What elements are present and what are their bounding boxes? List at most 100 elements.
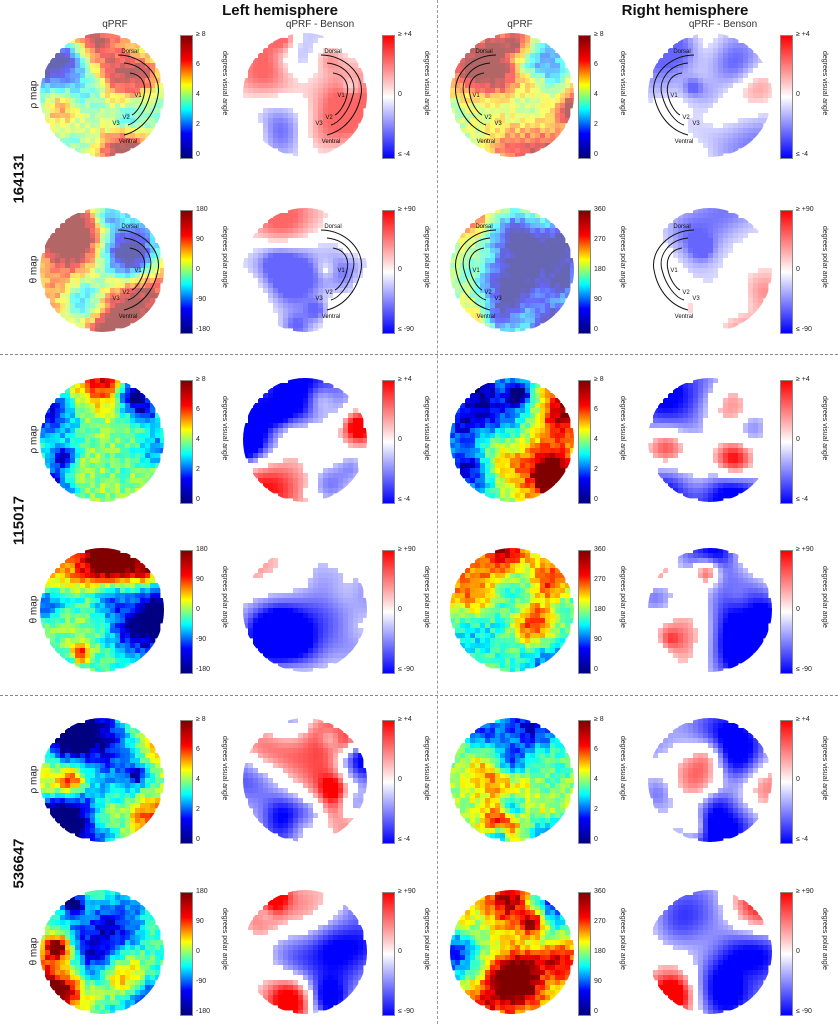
qprf-map-cells [40, 890, 164, 1014]
qprf-map-cells [40, 33, 164, 157]
colorbar-gradient [578, 380, 591, 504]
colorbar-tick: 0 [398, 948, 402, 955]
colorbar-tick: ≤ -90 [796, 326, 812, 333]
colorbar-label: degrees visual angle [221, 736, 228, 801]
colorbar-tick: 0 [398, 436, 402, 443]
colorbar-tick: 6 [196, 406, 200, 413]
roi-label-dorsal: Dorsal [673, 49, 690, 55]
colorbar-tick: ≥ 8 [594, 376, 604, 383]
roi-label-v3: V3 [692, 121, 700, 127]
colorbar-gradient [578, 210, 591, 334]
colorbar-label: degrees polar angle [619, 226, 626, 288]
colorbar-gradient [780, 892, 793, 1016]
colorbar-label: degrees visual angle [821, 736, 828, 801]
qprf-map-cells [40, 718, 164, 842]
colorbar-label: degrees polar angle [221, 566, 228, 628]
roi-label-v1: V1 [337, 268, 345, 274]
colorbar-gradient [382, 720, 395, 844]
colorbar-tick: 180 [594, 266, 606, 273]
qprf-map-cells [40, 208, 164, 332]
colorbar-tick: ≥ +4 [796, 376, 810, 383]
hemisphere-divider [437, 0, 438, 1024]
difference-map-cells [648, 548, 772, 672]
colorbar-tick: 0 [594, 326, 598, 333]
roi-label-ventral: Ventral [322, 139, 341, 145]
colorbar-label: degrees polar angle [619, 908, 626, 970]
roi-label-v1: V1 [472, 93, 480, 99]
colorbar-tick: 2 [594, 466, 598, 473]
colorbar-tick: 270 [594, 918, 606, 925]
difference-map-cells [243, 718, 367, 842]
roi-label-dorsal: Dorsal [324, 224, 341, 230]
colorbar-tick: ≤ -4 [398, 151, 411, 158]
colorbar-gradient [382, 892, 395, 1016]
colorbar-tick: ≥ +90 [796, 888, 814, 895]
roi-label-v2: V2 [325, 115, 333, 121]
colorbar-tick: 4 [594, 91, 598, 98]
left-hemisphere-title: Left hemisphere [222, 2, 338, 19]
colorbar-tick: ≥ +90 [796, 546, 814, 553]
colorbar-tick: 0 [594, 836, 598, 843]
roi-label-v1: V1 [337, 93, 345, 99]
colorbar-tick: ≤ -4 [796, 836, 809, 843]
colorbar-tick: -180 [196, 1008, 211, 1015]
colorbar-tick: 6 [196, 61, 200, 68]
difference-map-cells [648, 890, 772, 1014]
qprf-map-cells [450, 208, 574, 332]
colorbar-tick: ≤ -4 [398, 836, 411, 843]
difference-map-right-rho [648, 378, 772, 502]
colorbar-tick: 0 [196, 496, 200, 503]
colorbar-tick: 2 [196, 806, 200, 813]
colorbar-tick: 2 [196, 121, 200, 128]
colorbar-tick: 4 [196, 91, 200, 98]
colorbar-label: degrees visual angle [423, 51, 430, 116]
colorbar-label: degrees polar angle [821, 908, 828, 970]
qprf-map-left-theta [40, 548, 164, 672]
colorbar-tick: 0 [594, 496, 598, 503]
roi-label-v2: V2 [682, 290, 690, 296]
colorbar-label: degrees visual angle [619, 736, 626, 801]
colorbar-label: degrees visual angle [821, 51, 828, 116]
difference-map-cells [243, 890, 367, 1014]
colorbar-tick: 0 [196, 606, 200, 613]
colorbar-tick: 0 [196, 836, 200, 843]
colorbar-tick: 270 [594, 236, 606, 243]
colorbar-label: degrees polar angle [619, 566, 626, 628]
difference-map-right-rho [648, 718, 772, 842]
colorbar-gradient [180, 35, 193, 159]
colorbar-tick: -90 [196, 636, 207, 643]
colorbar-tick: 270 [594, 576, 606, 583]
colorbar-tick: 180 [196, 206, 208, 213]
subject-label-3: 536647 [10, 838, 28, 889]
colorbar-tick: 90 [594, 978, 602, 985]
colorbar-tick: 0 [196, 948, 200, 955]
colorbar-tick: 0 [196, 266, 200, 273]
colorbar-label: degrees visual angle [423, 396, 430, 461]
roi-label-ventral: Ventral [675, 314, 694, 320]
col-header-left-qprf: qPRF [102, 19, 128, 30]
colorbar-label: degrees polar angle [423, 566, 430, 628]
colorbar-tick: ≥ +4 [796, 716, 810, 723]
difference-map-right-theta [648, 548, 772, 672]
colorbar-gradient [180, 720, 193, 844]
colorbar-tick: ≤ -90 [796, 1008, 812, 1015]
colorbar-tick: ≥ 8 [196, 716, 206, 723]
colorbar-tick: 0 [594, 1008, 598, 1015]
colorbar-label: degrees polar angle [221, 226, 228, 288]
col-header-right-qprf: qPRF [507, 19, 533, 30]
colorbar-tick: -180 [196, 666, 211, 673]
colorbar-tick: 360 [594, 888, 606, 895]
qprf-map-right-theta [450, 548, 574, 672]
qprf-map-right-rho [450, 378, 574, 502]
colorbar-gradient [578, 550, 591, 674]
colorbar-tick: 0 [594, 666, 598, 673]
difference-map-cells [243, 208, 367, 332]
roi-label-v2: V2 [122, 290, 130, 296]
colorbar-tick: ≥ +90 [796, 206, 814, 213]
colorbar-label: degrees visual angle [221, 396, 228, 461]
colorbar-tick: ≤ -90 [398, 666, 414, 673]
